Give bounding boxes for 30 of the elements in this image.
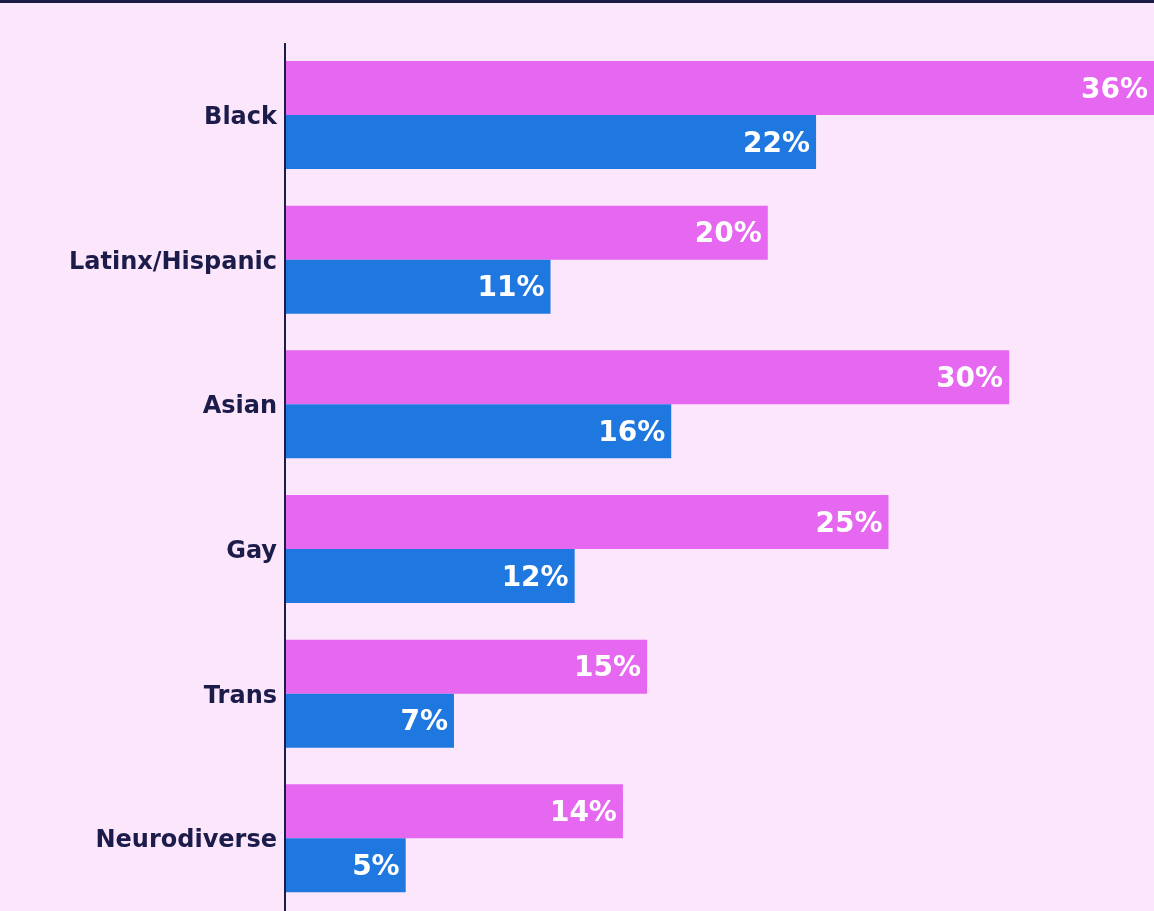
bar bbox=[285, 495, 889, 549]
y-tick-label: Asian bbox=[202, 391, 277, 420]
bar bbox=[285, 784, 623, 839]
data-label: 20% bbox=[694, 216, 762, 250]
y-tick-label: Neurodiverse bbox=[95, 825, 277, 854]
bar bbox=[285, 549, 575, 603]
bar bbox=[285, 404, 672, 459]
bar bbox=[285, 838, 406, 893]
data-label: 14% bbox=[549, 795, 617, 829]
data-label: 7% bbox=[400, 704, 448, 738]
y-tick-label: Latinx/Hispanic bbox=[68, 246, 277, 275]
data-label: 25% bbox=[815, 505, 883, 539]
data-label: 5% bbox=[352, 849, 400, 883]
bar bbox=[285, 205, 768, 260]
data-label: 30% bbox=[936, 361, 1004, 395]
bar bbox=[285, 115, 817, 169]
y-tick-label: Black bbox=[204, 101, 279, 130]
bar bbox=[285, 693, 454, 748]
y-tick-label: Trans bbox=[203, 680, 277, 709]
y-tick-label: Gay bbox=[226, 535, 278, 564]
data-label: 16% bbox=[598, 415, 666, 449]
bar bbox=[285, 61, 1154, 115]
data-label: 36% bbox=[1080, 71, 1148, 105]
data-label: 22% bbox=[743, 125, 811, 159]
bar bbox=[285, 259, 551, 314]
bar bbox=[285, 350, 1010, 405]
data-label: 11% bbox=[477, 270, 545, 304]
bar bbox=[285, 639, 648, 694]
data-label: 12% bbox=[501, 559, 569, 593]
data-label: 15% bbox=[574, 650, 642, 684]
